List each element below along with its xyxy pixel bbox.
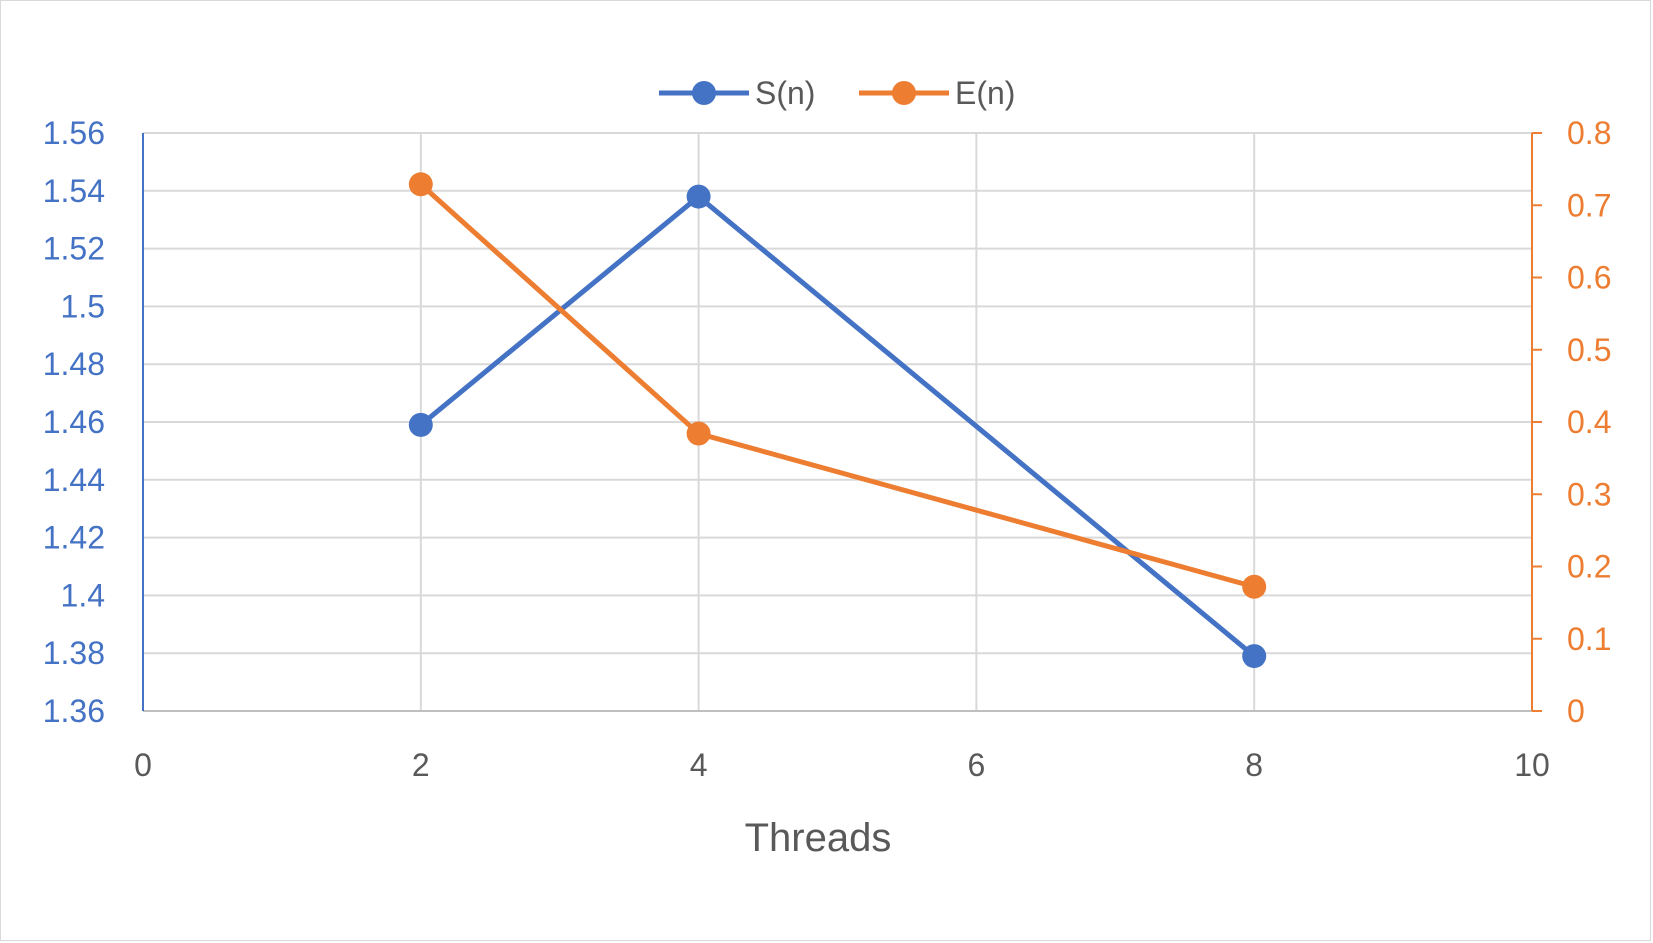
data-point-e-n[interactable] bbox=[686, 421, 711, 446]
left-y-tick-label: 1.4 bbox=[61, 577, 105, 613]
left-y-tick-label: 1.46 bbox=[43, 404, 105, 440]
data-point-s-n[interactable] bbox=[686, 184, 711, 209]
right-y-tick-label: 0.6 bbox=[1567, 260, 1611, 296]
legend-marker-e-n bbox=[892, 81, 916, 105]
x-tick-label: 4 bbox=[690, 747, 708, 783]
grid bbox=[143, 132, 1533, 712]
axes bbox=[142, 132, 1542, 712]
right-y-tick-label: 0.1 bbox=[1567, 621, 1611, 657]
legend-label-s-n: S(n) bbox=[755, 75, 815, 111]
left-y-tick-label: 1.54 bbox=[43, 173, 105, 209]
left-y-tick-label: 1.52 bbox=[43, 231, 105, 267]
right-y-tick-label: 0.2 bbox=[1567, 549, 1611, 585]
legend[interactable]: S(n) E(n) bbox=[659, 75, 1015, 111]
left-y-tick-label: 1.36 bbox=[43, 693, 105, 729]
tick-labels: 1.36 1.38 1.4 1.42 1.44 1.46 1.48 1.5 1.52 1.54 1.… bbox=[43, 115, 1612, 783]
left-y-tick-label: 1.44 bbox=[43, 462, 105, 498]
x-tick-label: 8 bbox=[1245, 747, 1263, 783]
x-tick-label: 6 bbox=[968, 747, 986, 783]
left-y-tick-label: 1.42 bbox=[43, 520, 105, 556]
right-y-tick-label: 0.8 bbox=[1567, 115, 1611, 151]
series-line-s-n bbox=[419, 194, 1256, 659]
left-y-tick-label: 1.5 bbox=[61, 288, 105, 324]
left-y-tick-label: 1.56 bbox=[43, 115, 105, 151]
x-tick-label: 0 bbox=[134, 747, 152, 783]
x-tick-label: 2 bbox=[412, 747, 430, 783]
left-y-tick-label: 1.38 bbox=[43, 635, 105, 671]
series-line-e-n bbox=[419, 182, 1255, 590]
data-point-e-n[interactable] bbox=[1242, 574, 1267, 599]
right-y-tick-label: 0 bbox=[1567, 693, 1585, 729]
legend-marker-s-n bbox=[692, 81, 716, 105]
data-point-s-n[interactable] bbox=[408, 412, 433, 437]
left-y-tick-label: 1.48 bbox=[43, 346, 105, 382]
right-y-tick-label: 0.7 bbox=[1567, 187, 1611, 223]
legend-item-e-n[interactable]: E(n) bbox=[859, 75, 1015, 111]
x-axis-title: Threads bbox=[745, 816, 892, 860]
x-tick-label: 10 bbox=[1514, 747, 1550, 783]
data-point-e-n[interactable] bbox=[408, 172, 433, 197]
legend-item-s-n[interactable]: S(n) bbox=[659, 75, 815, 111]
right-y-tick-label: 0.4 bbox=[1567, 404, 1611, 440]
data-point-s-n[interactable] bbox=[1242, 644, 1267, 669]
right-y-tick-label: 0.3 bbox=[1567, 476, 1611, 512]
right-y-tick-label: 0.5 bbox=[1567, 332, 1611, 368]
legend-label-e-n: E(n) bbox=[955, 75, 1015, 111]
series bbox=[408, 172, 1267, 669]
